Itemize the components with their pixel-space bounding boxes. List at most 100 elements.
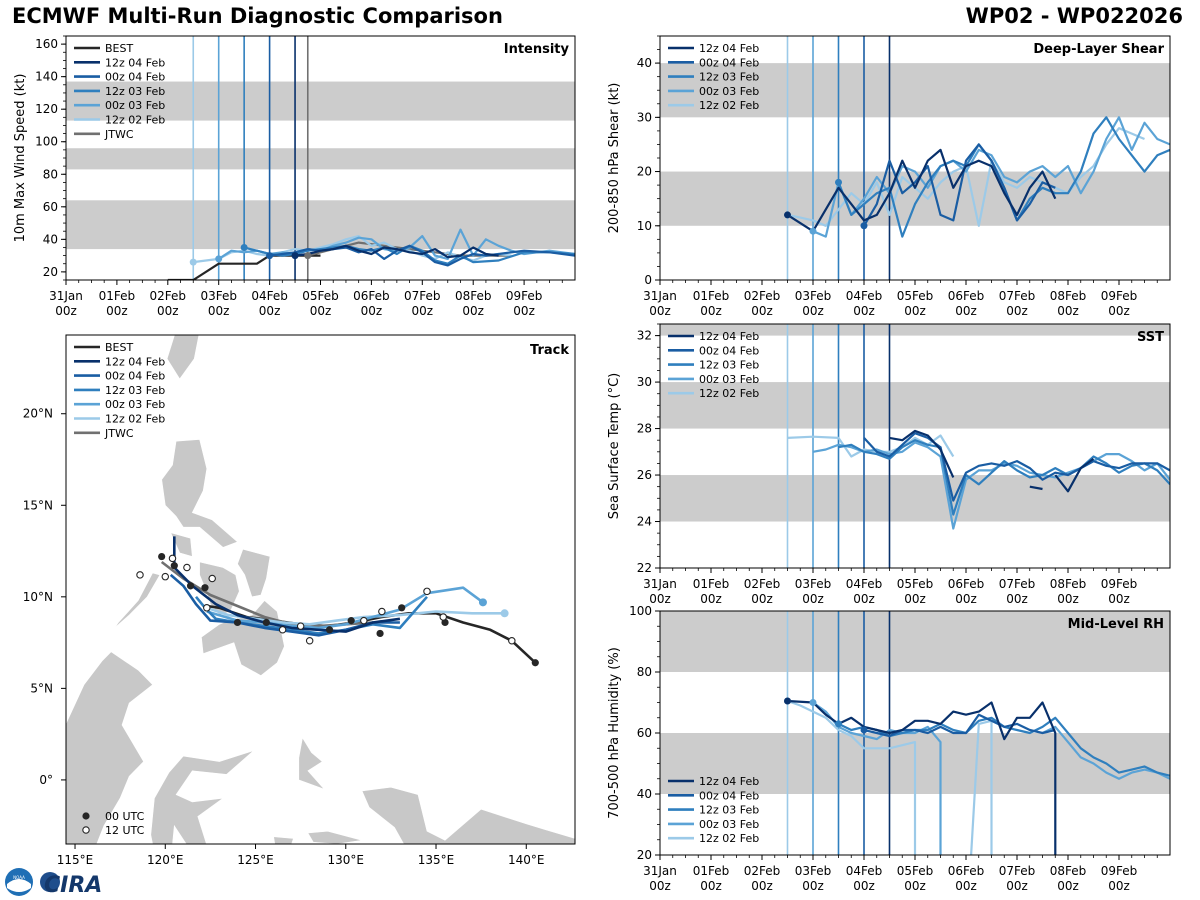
shear-series-line — [812, 116, 1170, 238]
y-tick-label: 20 — [637, 848, 652, 862]
x-tick-label: 08Feb — [455, 289, 492, 303]
shear-init-point — [835, 178, 842, 186]
x-tick-label: 01Feb — [693, 864, 730, 878]
track-point-00utc — [325, 626, 334, 634]
x-tick-label: 00z — [904, 879, 926, 893]
x-tick-label: 00z — [904, 592, 926, 606]
rh-series-line — [970, 719, 993, 855]
panel-sst: 22242628303231Jan00z01Feb00z02Feb00z03Fe… — [607, 323, 1171, 606]
intensity-init-point — [304, 252, 312, 260]
x-tick-label: 00z — [106, 304, 128, 318]
intensity-init-point — [240, 243, 248, 251]
x-tick-label: 00z — [802, 304, 824, 318]
legend-label: 12z 04 Feb — [105, 56, 165, 69]
x-tick-label: 00z — [1006, 592, 1028, 606]
x-tick-label: 02Feb — [150, 289, 187, 303]
legend-label: 12z 02 Feb — [105, 114, 165, 127]
intensity-series-line — [294, 244, 499, 259]
panel-title: SST — [1137, 330, 1164, 345]
sst-series-line — [1054, 457, 1095, 493]
intensity-init-point — [291, 252, 299, 260]
legend-label: 12z 04 Feb — [105, 355, 165, 368]
x-tick-label: 02Feb — [744, 864, 781, 878]
x-tick-label: 120°E — [147, 853, 184, 867]
intensity-shade-band — [66, 81, 575, 121]
y-tick-label: 10 — [637, 219, 652, 233]
x-tick-label: 04Feb — [846, 864, 883, 878]
rh-init-point — [784, 697, 791, 705]
rh-init-point — [809, 699, 817, 706]
track-point-12utc — [305, 637, 314, 645]
rh-series-line — [1042, 725, 1170, 780]
x-tick-label: 00z — [157, 304, 179, 318]
panel-title: Intensity — [504, 42, 570, 57]
y-tick-label: 140 — [35, 70, 58, 84]
legend-label: JTWC — [104, 427, 134, 440]
x-tick-label: 00z — [361, 304, 383, 318]
x-tick-label: 130°E — [328, 853, 365, 867]
y-tick-label: 100 — [629, 604, 652, 618]
noaa-text: NOAA — [13, 875, 25, 880]
panel-title: Mid-Level RH — [1068, 617, 1164, 632]
x-tick-label: 08Feb — [1050, 289, 1087, 303]
x-tick-label: 09Feb — [1101, 577, 1138, 591]
y-tick-label: 160 — [35, 37, 58, 51]
x-tick-label: 00z — [853, 592, 875, 606]
track-point-12utc — [378, 607, 386, 616]
y-tick-label: 40 — [637, 787, 652, 801]
x-tick-label: 02Feb — [744, 289, 781, 303]
x-tick-label: 00z — [955, 879, 977, 893]
track-point-12utc — [360, 616, 368, 625]
track-plot-area — [66, 335, 575, 844]
shear-shade-band — [660, 63, 1170, 118]
x-tick-label: 00z — [259, 304, 281, 318]
x-tick-label: 04Feb — [846, 577, 883, 591]
track-point-00utc — [233, 618, 242, 627]
x-tick-label: 00z — [1057, 592, 1079, 606]
y-tick-label: 40 — [43, 232, 58, 246]
rh-series-line — [787, 699, 917, 855]
x-tick-label: 07Feb — [999, 864, 1036, 878]
rh-series-line — [863, 713, 1056, 738]
x-tick-label: 09Feb — [1101, 289, 1138, 303]
x-tick-label: 02Feb — [744, 577, 781, 591]
x-tick-label: 09Feb — [506, 289, 543, 303]
x-tick-label: 00z — [513, 304, 535, 318]
x-tick-label: 08Feb — [1050, 577, 1087, 591]
x-tick-label: 00z — [751, 592, 773, 606]
y-tick-label: 20°N — [23, 407, 53, 421]
track-point-00utc — [201, 584, 209, 592]
legend-label: 00z 04 Feb — [699, 789, 759, 802]
y-tick-label: 20 — [43, 265, 58, 279]
x-tick-label: 00z — [55, 304, 77, 318]
track-point-00utc — [158, 552, 166, 561]
sst-series-line — [838, 439, 1170, 516]
land-new-guinea — [361, 786, 575, 844]
sst-shade-band — [660, 475, 1170, 522]
y-axis-label: 10m Max Wind Speed (kt) — [13, 74, 28, 243]
rh-init-point — [860, 726, 868, 734]
panel-intensity: 2040608010012014016031Jan00z01Feb00z02Fe… — [13, 35, 576, 318]
track-endpoint — [478, 598, 487, 607]
panel-title: Track — [530, 343, 569, 358]
x-tick-label: 00z — [1006, 304, 1028, 318]
intensity-plot-area — [66, 36, 575, 280]
x-tick-label: 06Feb — [948, 577, 985, 591]
intensity-init-point — [266, 252, 274, 260]
track-point-12utc — [161, 572, 170, 581]
x-tick-label: 01Feb — [693, 289, 730, 303]
cira-text: CIRA — [44, 873, 102, 898]
legend-label: JTWC — [104, 128, 134, 141]
sst-shade-band — [660, 324, 1170, 336]
x-tick-label: 00z — [1006, 879, 1028, 893]
x-tick-label: 00z — [802, 592, 824, 606]
legend-label: 00z 04 Feb — [699, 344, 759, 357]
x-tick-label: 31Jan — [643, 864, 677, 878]
legend-marker-00utc — [82, 812, 90, 820]
legend-label: 00z 03 Feb — [105, 99, 165, 112]
x-tick-label: 03Feb — [795, 577, 832, 591]
track-point-12utc — [508, 637, 516, 645]
x-tick-label: 00z — [412, 304, 434, 318]
x-tick-label: 06Feb — [948, 864, 985, 878]
legend-label: 00 UTC — [105, 810, 145, 823]
